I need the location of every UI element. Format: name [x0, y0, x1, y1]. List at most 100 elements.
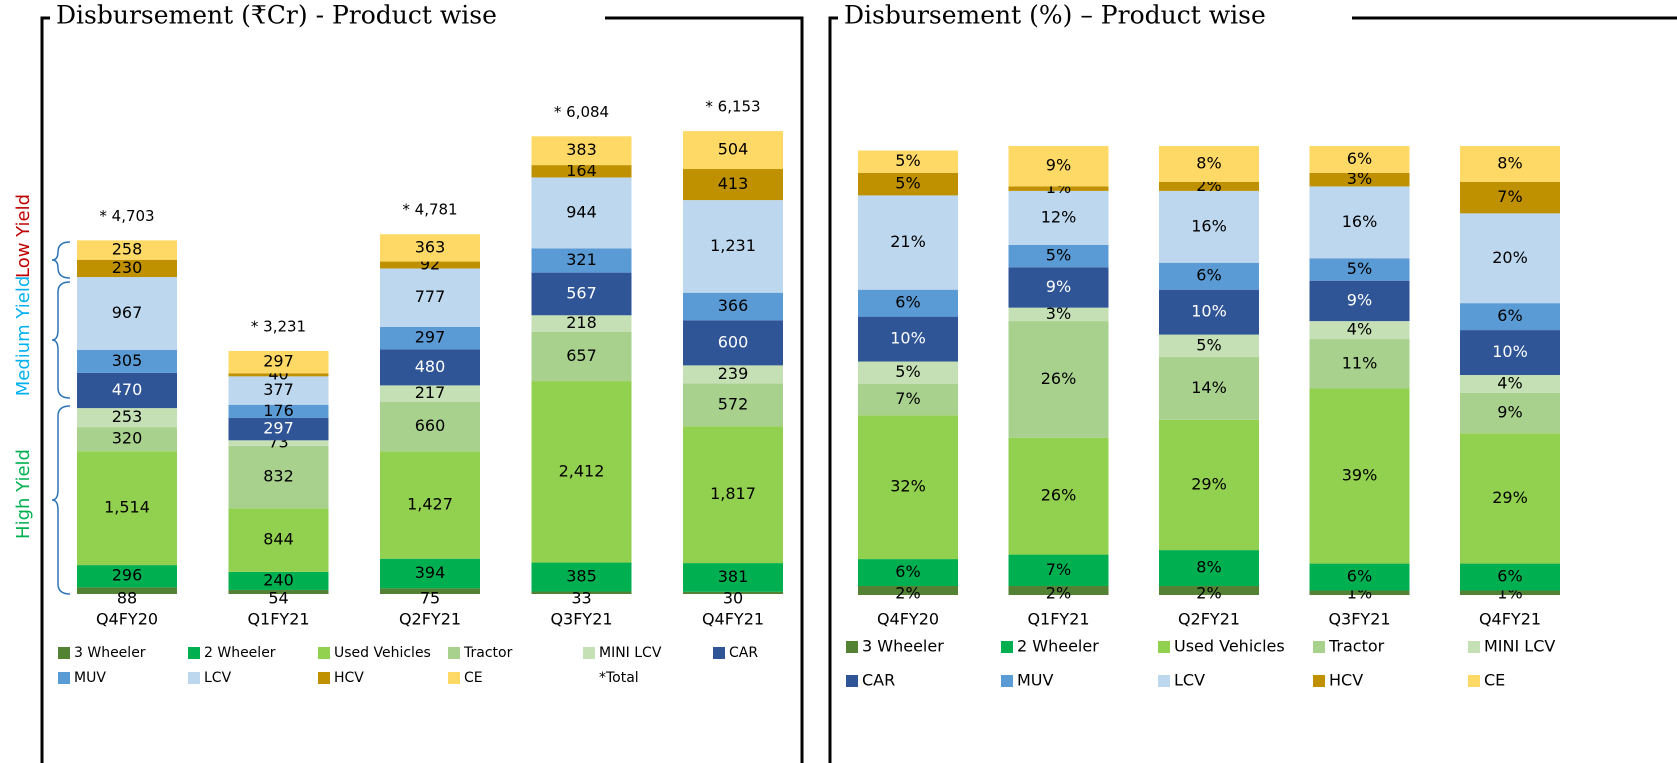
- bar-segment: [683, 383, 783, 427]
- bar-segment: [1460, 181, 1560, 214]
- value-label: 9%: [1497, 403, 1522, 422]
- bar-segment: [1460, 330, 1560, 375]
- bar-segment: [858, 150, 958, 173]
- bar-segment: [1309, 172, 1410, 187]
- annotation: Low Yield: [13, 194, 34, 278]
- bar-segment: [380, 349, 480, 386]
- bar-segment: [531, 177, 632, 249]
- legend-swatch: [318, 672, 330, 684]
- value-label: 480: [415, 357, 446, 376]
- total-label: * 4,703: [99, 207, 154, 225]
- value-label: 6%: [1196, 266, 1221, 285]
- brace: [51, 281, 71, 399]
- bar-segment: [380, 401, 480, 452]
- value-label: 6%: [1347, 567, 1372, 586]
- value-label: 230: [112, 258, 143, 277]
- brace: [51, 241, 71, 279]
- bar-segment: [1309, 321, 1410, 340]
- value-label: 1,231: [710, 236, 756, 255]
- bar-segment: [858, 586, 958, 595]
- value-label: 377: [263, 380, 294, 399]
- value-label: 2%: [1196, 584, 1221, 603]
- legend-swatch: [448, 672, 460, 684]
- legend-label: MINI LCV: [1484, 637, 1555, 656]
- bar-segment: [77, 372, 177, 409]
- legend-label: LCV: [1174, 671, 1205, 690]
- value-label: 240: [263, 570, 294, 589]
- bar-segment: [1460, 374, 1560, 393]
- bar-segment: [228, 417, 329, 441]
- bar-segment: [228, 508, 329, 572]
- bar-segment: [1159, 289, 1259, 335]
- bar-segment: [1008, 190, 1109, 245]
- bar-segment: [228, 351, 329, 374]
- value-label: 967: [112, 303, 143, 322]
- value-label: 7%: [1497, 187, 1522, 206]
- value-label: 218: [566, 313, 597, 332]
- value-label: 26%: [1041, 486, 1077, 505]
- bar-segment: [1008, 186, 1109, 191]
- value-label: 9%: [1046, 277, 1071, 296]
- value-label: 54: [268, 589, 288, 608]
- legend-swatch: [1313, 641, 1325, 653]
- value-label: 10%: [890, 329, 926, 348]
- value-label: 11%: [1342, 353, 1378, 372]
- value-label: 1,427: [407, 495, 453, 514]
- bar-segment: [1309, 563, 1410, 591]
- value-label: 5%: [1046, 246, 1071, 265]
- legend-swatch: [1468, 675, 1480, 687]
- bar-segment: [380, 451, 480, 559]
- bar-segment: [380, 268, 480, 327]
- legend-label: 3 Wheeler: [862, 637, 944, 656]
- bar-segment: [1309, 339, 1410, 389]
- value-label: 20%: [1492, 248, 1528, 267]
- brace: [51, 405, 71, 595]
- legend-swatch: [1313, 675, 1325, 687]
- bar-segment: [1008, 244, 1109, 268]
- bar-segment: [1159, 357, 1259, 420]
- bar-segment: [1159, 586, 1259, 595]
- value-label: 777: [415, 287, 446, 306]
- x-tick-label: Q4FY21: [702, 610, 764, 629]
- value-label: 21%: [890, 232, 926, 251]
- bar-segment: [858, 559, 958, 587]
- bar-segment: [1460, 392, 1560, 434]
- value-label: 944: [566, 202, 597, 221]
- total-label: * 3,231: [251, 318, 306, 336]
- value-label: 16%: [1342, 212, 1378, 231]
- value-label: 8%: [1196, 153, 1221, 172]
- value-label: 88: [117, 589, 137, 608]
- value-label: 6%: [895, 293, 920, 312]
- bar-segment: [531, 136, 632, 166]
- bar-segment: [1159, 419, 1259, 551]
- value-label: 305: [112, 351, 143, 370]
- legend-swatch: [846, 675, 858, 687]
- legend-swatch: [1001, 641, 1013, 653]
- bar-segment: [228, 376, 329, 405]
- bar-segment: [683, 591, 783, 594]
- bar-segment: [858, 195, 958, 290]
- value-label: 297: [263, 352, 294, 371]
- bar-segment: [77, 240, 177, 260]
- bar-segment: [1460, 433, 1560, 564]
- value-label: 6%: [1347, 149, 1372, 168]
- bar-segment: [858, 361, 958, 384]
- total-label: * 4,781: [402, 201, 457, 219]
- value-label: 5%: [1196, 335, 1221, 354]
- value-label: 297: [415, 328, 446, 347]
- bar-segment: [858, 172, 958, 196]
- value-label: 470: [112, 380, 143, 399]
- bar-segment: [77, 565, 177, 588]
- value-label: 8%: [1497, 153, 1522, 172]
- bar-segment: [380, 234, 480, 262]
- bar-segment: [531, 272, 632, 316]
- bar-segment: [1159, 334, 1259, 358]
- bar-segment: [380, 385, 480, 402]
- value-label: 383: [566, 140, 597, 159]
- total-label: * 6,153: [705, 98, 760, 116]
- value-label: 572: [718, 394, 749, 413]
- legend-swatch: [1158, 675, 1170, 687]
- value-label: 1,817: [710, 484, 756, 503]
- chart-title: Disbursement (₹Cr) - Product wise: [56, 1, 497, 30]
- chart-title: Disbursement (%) – Product wise: [844, 1, 1266, 30]
